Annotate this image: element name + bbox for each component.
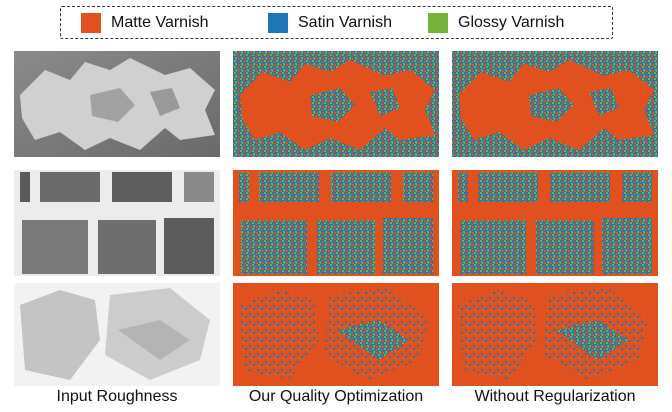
legend-item-matte: Matte Varnish — [81, 13, 209, 33]
quality-opt-image-1 — [233, 51, 439, 157]
legend-label-glossy: Glossy Varnish — [458, 14, 565, 31]
without-reg-image-3 — [452, 283, 658, 386]
legend-label-satin: Satin Varnish — [298, 14, 392, 31]
row-3 — [14, 283, 658, 386]
satin-swatch-icon — [268, 13, 288, 33]
column-label-noreg: Without Regularization — [474, 388, 636, 405]
legend-box: Matte Varnish Satin Varnish Glossy Varni… — [60, 6, 613, 39]
legend-item-satin: Satin Varnish — [268, 13, 392, 33]
row-2 — [14, 170, 658, 276]
input-roughness-image-2 — [14, 170, 220, 276]
legend-item-glossy: Glossy Varnish — [428, 13, 564, 33]
input-roughness-image-1 — [14, 51, 220, 157]
legend-label-matte: Matte Varnish — [111, 14, 209, 31]
matte-swatch-icon — [81, 13, 101, 33]
without-reg-image-2 — [452, 170, 658, 276]
column-label-ours: Our Quality Optimization — [248, 388, 424, 405]
quality-opt-image-3 — [233, 283, 439, 386]
column-label-input: Input Roughness — [56, 388, 178, 405]
without-reg-image-1 — [452, 51, 658, 157]
quality-opt-image-2 — [233, 170, 439, 276]
row-1 — [14, 51, 658, 157]
input-roughness-image-3 — [14, 283, 220, 386]
glossy-swatch-icon — [428, 13, 448, 33]
